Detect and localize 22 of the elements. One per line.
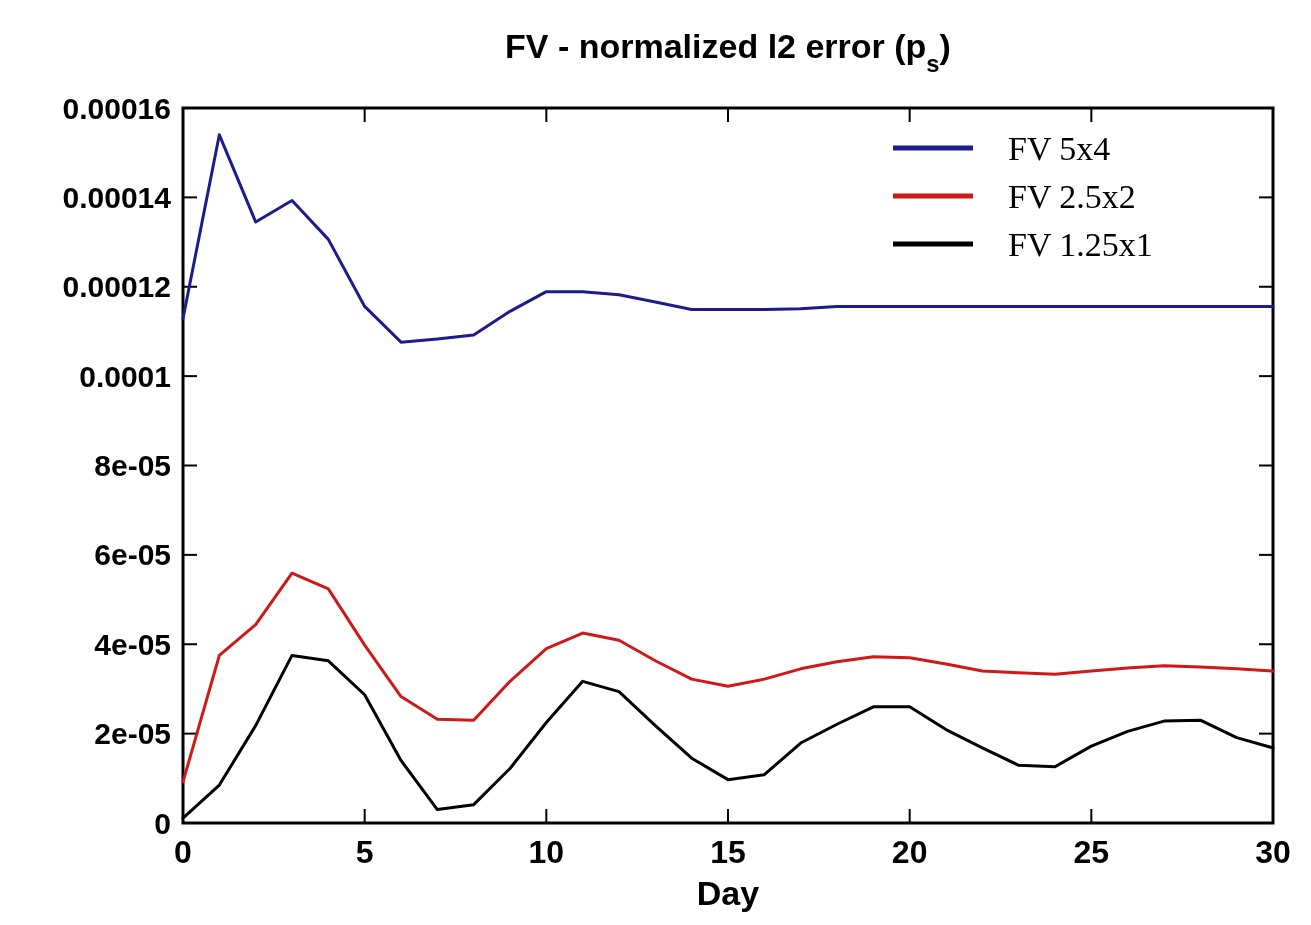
y-tick-label: 6e-05: [94, 538, 171, 572]
chart-title: FV - normalized l2 error (p$_{s}$): [505, 27, 951, 77]
y-tick-label: 0.0001: [79, 359, 171, 393]
legend-label: FV 5x4: [1008, 129, 1111, 167]
x-tick-label: 20: [891, 834, 928, 870]
legend-label: FV 1.25x1: [1008, 225, 1153, 263]
line-series: [181, 133, 1275, 344]
x-axis-title: Day: [696, 874, 760, 912]
legend-label: FV 2.5x2: [1008, 177, 1136, 215]
y-tick-label: 0.00016: [62, 91, 171, 125]
x-tick-label: 15: [710, 834, 746, 870]
y-tick-label: 0.00012: [62, 270, 171, 304]
y-tick-label: 2e-05: [94, 717, 171, 751]
y-tick-label: 0.00014: [62, 180, 172, 214]
y-tick-label: 4e-05: [94, 627, 171, 661]
x-tick-label: 10: [528, 834, 565, 870]
x-tick-label: 30: [1255, 834, 1291, 870]
y-tick-label: 0: [154, 806, 171, 840]
x-tick-label: 25: [1073, 834, 1110, 870]
x-tick-label: 5: [355, 834, 374, 870]
line-series: [181, 571, 1275, 784]
y-tick-label: 8e-05: [94, 449, 171, 482]
